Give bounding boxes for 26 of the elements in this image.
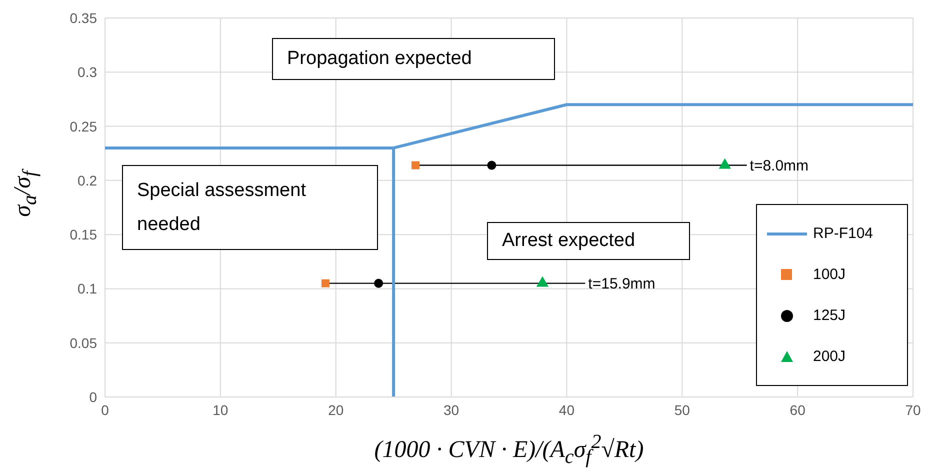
y-tick-label: 0.1: [78, 280, 98, 297]
y-tick-label: 0.2: [78, 172, 98, 188]
y-tick-label: 0.3: [78, 64, 98, 80]
x-tick-label: 0: [101, 402, 110, 418]
legend-label: 125J: [813, 307, 846, 324]
legend-label: 200J: [813, 348, 846, 365]
y-tick-label: 0.15: [70, 226, 98, 243]
y-tick-label: 0.25: [70, 118, 98, 134]
legend-label: 100J: [813, 266, 846, 283]
x-tick-label: 50: [674, 402, 690, 418]
x-axis-title: (1000 · CVN · E)/(A$_{c}$σ$_{f}$$^{2}$√Rt): [373, 431, 645, 469]
x-tick-label: 40: [558, 402, 575, 418]
x-tick-label: 10: [212, 402, 228, 418]
x-tick-label: 30: [443, 402, 460, 418]
legend-label: RP-F104: [813, 225, 874, 242]
x-tick-label: 20: [328, 402, 344, 418]
y-tick-label: 0: [89, 388, 98, 405]
text-box: Arrest expected: [487, 222, 690, 260]
annotation: t=15.9mm: [588, 276, 656, 293]
y-tick-label: 0.35: [70, 10, 98, 26]
annotation: t=8.0mm: [750, 158, 809, 175]
y-tick-label: 0.05: [70, 334, 98, 351]
text-box: Special assessment needed: [122, 165, 378, 250]
x-tick-label: 60: [790, 402, 806, 418]
text-box: Propagation expected: [272, 38, 555, 80]
x-tick-label: 70: [905, 402, 921, 418]
